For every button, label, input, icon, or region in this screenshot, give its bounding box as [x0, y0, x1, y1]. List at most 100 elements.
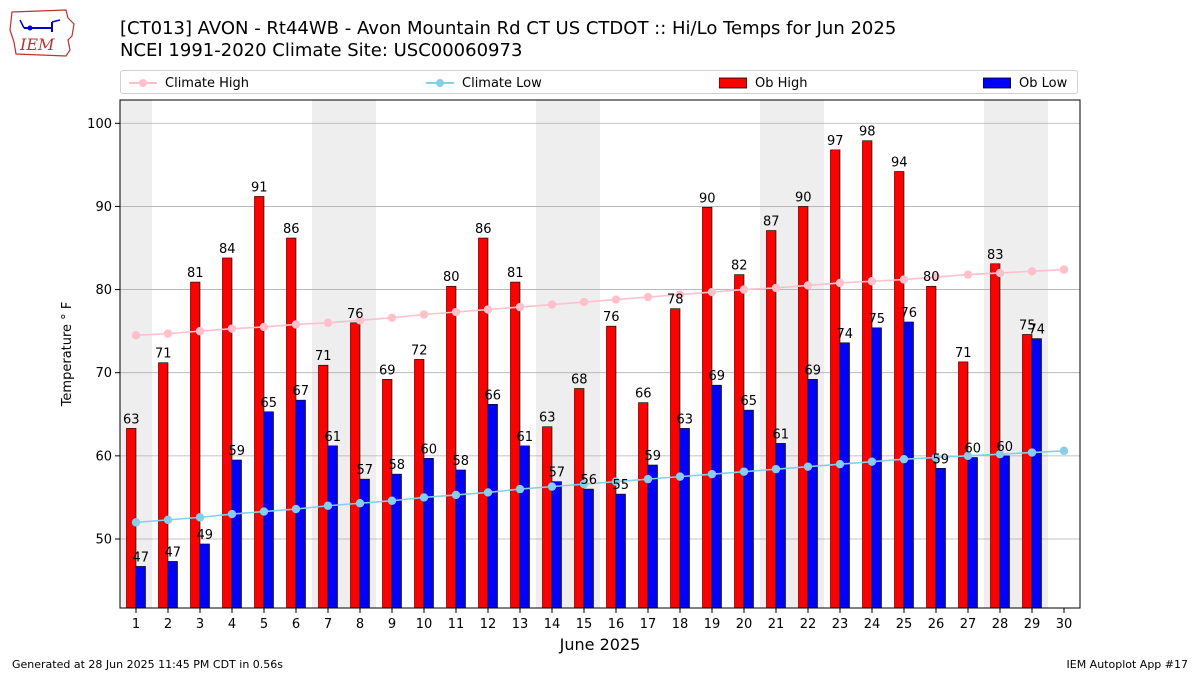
- ob-high-label: 80: [923, 270, 940, 285]
- legend-ob-high-label: Ob High: [755, 75, 808, 91]
- ob-low-label: 61: [516, 430, 533, 445]
- legend-climate-low: Climate Low: [426, 74, 542, 92]
- ob-low-label: 60: [964, 442, 981, 457]
- ob-high-bar: [958, 361, 969, 609]
- ob-high-bar: [638, 402, 649, 609]
- ob-low-label: 60: [420, 442, 437, 457]
- ob-low-label: 65: [740, 394, 757, 409]
- ob-high-bar: [574, 388, 585, 609]
- legend-ob-low: Ob Low: [983, 74, 1067, 92]
- ob-high-label: 76: [603, 310, 620, 325]
- ob-low-label: 49: [196, 528, 213, 543]
- ob-high-label: 75: [1019, 318, 1036, 333]
- ob-low-label: 47: [132, 550, 149, 565]
- y-tick-label: 80: [95, 283, 112, 298]
- ob-high-label: 71: [955, 346, 972, 361]
- ob-low-label: 58: [388, 458, 405, 473]
- ob-low-bar: [359, 478, 370, 609]
- climate-low-point: [579, 479, 589, 489]
- climate-low-point: [899, 454, 909, 464]
- climate-high-swatch-icon: [129, 79, 157, 87]
- climate-low-point: [323, 501, 333, 510]
- climate-low-point: [867, 457, 877, 466]
- legend-ob-high: Ob High: [719, 74, 808, 92]
- climate-high-point: [515, 302, 525, 312]
- climate-low-point: [1059, 446, 1069, 456]
- x-tick-label: 12: [480, 617, 497, 632]
- svg-text:IEM: IEM: [19, 35, 55, 54]
- ob-low-bar: [167, 561, 178, 609]
- ob-high-label: 80: [443, 270, 460, 285]
- ob-low-label: 57: [548, 466, 565, 481]
- ob-high-bar: [126, 428, 137, 609]
- x-tick-label: 9: [388, 617, 396, 632]
- climate-low-point: [163, 515, 173, 525]
- x-tick-label: 3: [196, 617, 204, 632]
- climate-high-point: [547, 300, 557, 309]
- ob-high-swatch-icon: [719, 77, 747, 89]
- x-tick-label: 21: [768, 617, 785, 632]
- ob-low-label: 63: [676, 412, 693, 427]
- ob-low-label: 74: [836, 327, 853, 342]
- y-tick-label: 90: [95, 200, 112, 215]
- x-tick-label: 19: [704, 617, 721, 632]
- climate-low-point: [483, 488, 493, 497]
- ob-high-label: 90: [795, 190, 812, 205]
- x-tick-label: 1: [132, 617, 140, 632]
- x-tick-label: 24: [864, 617, 881, 632]
- y-tick-label: 50: [95, 532, 112, 547]
- x-tick-label: 23: [832, 617, 849, 632]
- climate-high-point: [195, 326, 205, 336]
- ob-low-bar: [903, 321, 914, 609]
- climate-low-point: [803, 462, 813, 471]
- ob-low-bar: [231, 459, 242, 609]
- ob-high-label: 98: [859, 125, 876, 140]
- ob-low-label: 59: [228, 444, 245, 459]
- climate-high-point: [1059, 265, 1069, 274]
- ob-low-bar: [743, 409, 754, 609]
- ob-high-label: 90: [699, 191, 716, 206]
- climate-low-point: [675, 472, 685, 481]
- climate-high-point: [771, 283, 781, 293]
- climate-high-point: [483, 305, 493, 314]
- ob-low-label: 65: [260, 396, 277, 411]
- ob-high-bar: [1022, 334, 1033, 609]
- ob-high-label: 86: [283, 222, 300, 237]
- ob-low-bar: [199, 543, 210, 609]
- ob-high-label: 82: [731, 259, 748, 274]
- ob-high-bar: [318, 364, 329, 609]
- ob-high-bar: [222, 257, 233, 609]
- climate-low-point: [739, 467, 749, 476]
- climate-low-point: [259, 507, 269, 516]
- x-tick-label: 20: [736, 617, 753, 632]
- ob-high-label: 68: [571, 373, 588, 388]
- climate-low-point: [227, 509, 237, 519]
- climate-high-point: [579, 297, 589, 307]
- ob-low-bar: [423, 458, 434, 609]
- climate-low-point: [1027, 448, 1037, 457]
- climate-high-point: [867, 277, 877, 286]
- x-tick-label: 8: [356, 617, 364, 632]
- ob-high-label: 86: [475, 222, 492, 237]
- ob-high-bar: [862, 140, 873, 609]
- ob-low-bar: [327, 445, 338, 609]
- climate-low-point: [963, 451, 973, 461]
- climate-high-point: [227, 324, 237, 333]
- ob-low-swatch-icon: [983, 77, 1011, 89]
- x-tick-label: 28: [992, 617, 1009, 632]
- ob-high-bar: [670, 308, 681, 609]
- ob-low-label: 76: [900, 306, 917, 321]
- y-tick-label: 70: [95, 366, 112, 381]
- ob-high-bar: [542, 426, 553, 609]
- climate-low-point: [611, 477, 621, 486]
- climate-low-point: [547, 482, 557, 491]
- climate-low-point: [291, 504, 301, 514]
- legend-ob-low-label: Ob Low: [1019, 75, 1068, 91]
- climate-low-point: [131, 518, 141, 527]
- climate-high-point: [1027, 267, 1037, 276]
- climate-high-point: [419, 310, 429, 319]
- climate-low-point: [931, 453, 941, 462]
- ob-high-label: 72: [411, 343, 428, 358]
- ob-low-bar: [967, 457, 978, 609]
